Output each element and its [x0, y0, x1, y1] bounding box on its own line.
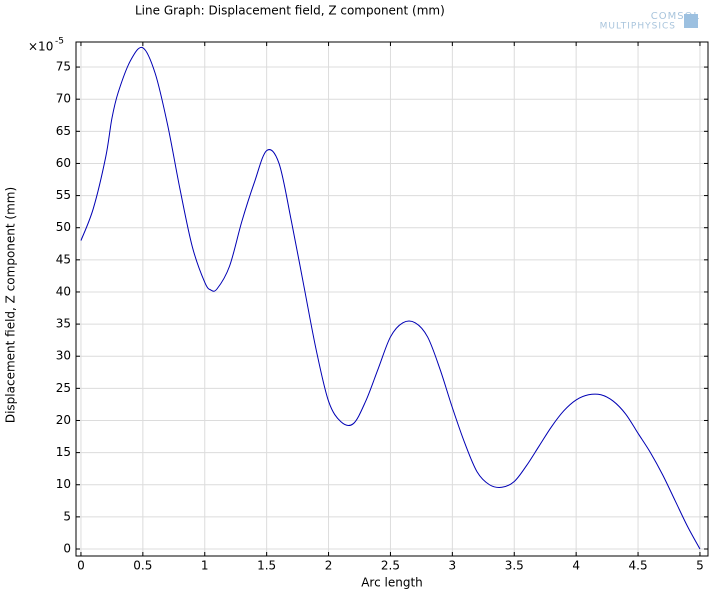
y-tick-label: 45 [56, 252, 71, 266]
y-tick-label: 40 [56, 284, 71, 298]
y-axis-label: Displacement field, Z component (mm) [4, 187, 18, 423]
y-tick-label: 30 [56, 349, 71, 363]
x-tick-label: 2 [325, 559, 333, 573]
y-tick-label: 35 [56, 317, 71, 331]
x-tick-label: 0 [77, 559, 85, 573]
x-axis-label: Arc length [361, 576, 423, 590]
x-tick-label: 5 [696, 559, 704, 573]
y-tick-label: 0 [63, 541, 71, 555]
y-tick-label: 20 [56, 413, 71, 427]
y-tick-label: 5 [63, 509, 71, 523]
x-tick-label: 2.5 [381, 559, 400, 573]
x-tick-label: 1 [201, 559, 209, 573]
data-line [80, 46, 701, 550]
logo-icon [684, 14, 698, 28]
y-tick-label: 75 [56, 60, 71, 74]
x-tick-label: 3 [449, 559, 457, 573]
y-tick-label: 60 [56, 156, 71, 170]
y-multiplier: ×10 [28, 40, 53, 54]
chart-title: Line Graph: Displacement field, Z compon… [135, 4, 445, 18]
y-tick-label: 65 [56, 124, 71, 138]
x-tick-label: 1.5 [257, 559, 276, 573]
y-tick-label: 70 [56, 92, 71, 106]
y-tick-label: 10 [56, 477, 71, 491]
x-tick-label: 4 [572, 559, 580, 573]
y-multiplier-exponent: -5 [55, 37, 64, 47]
x-tick-label: 0.5 [133, 559, 152, 573]
y-tick-label: 50 [56, 220, 71, 234]
x-tick-label: 4.5 [629, 559, 648, 573]
plot-frame [75, 41, 709, 557]
x-tick-label: 3.5 [505, 559, 524, 573]
y-tick-label: 15 [56, 445, 71, 459]
y-tick-label: 55 [56, 188, 71, 202]
logo: COMSOL [651, 11, 700, 22]
y-tick-label: 25 [56, 381, 71, 395]
logo: MULTIPHYSICS [600, 22, 676, 32]
